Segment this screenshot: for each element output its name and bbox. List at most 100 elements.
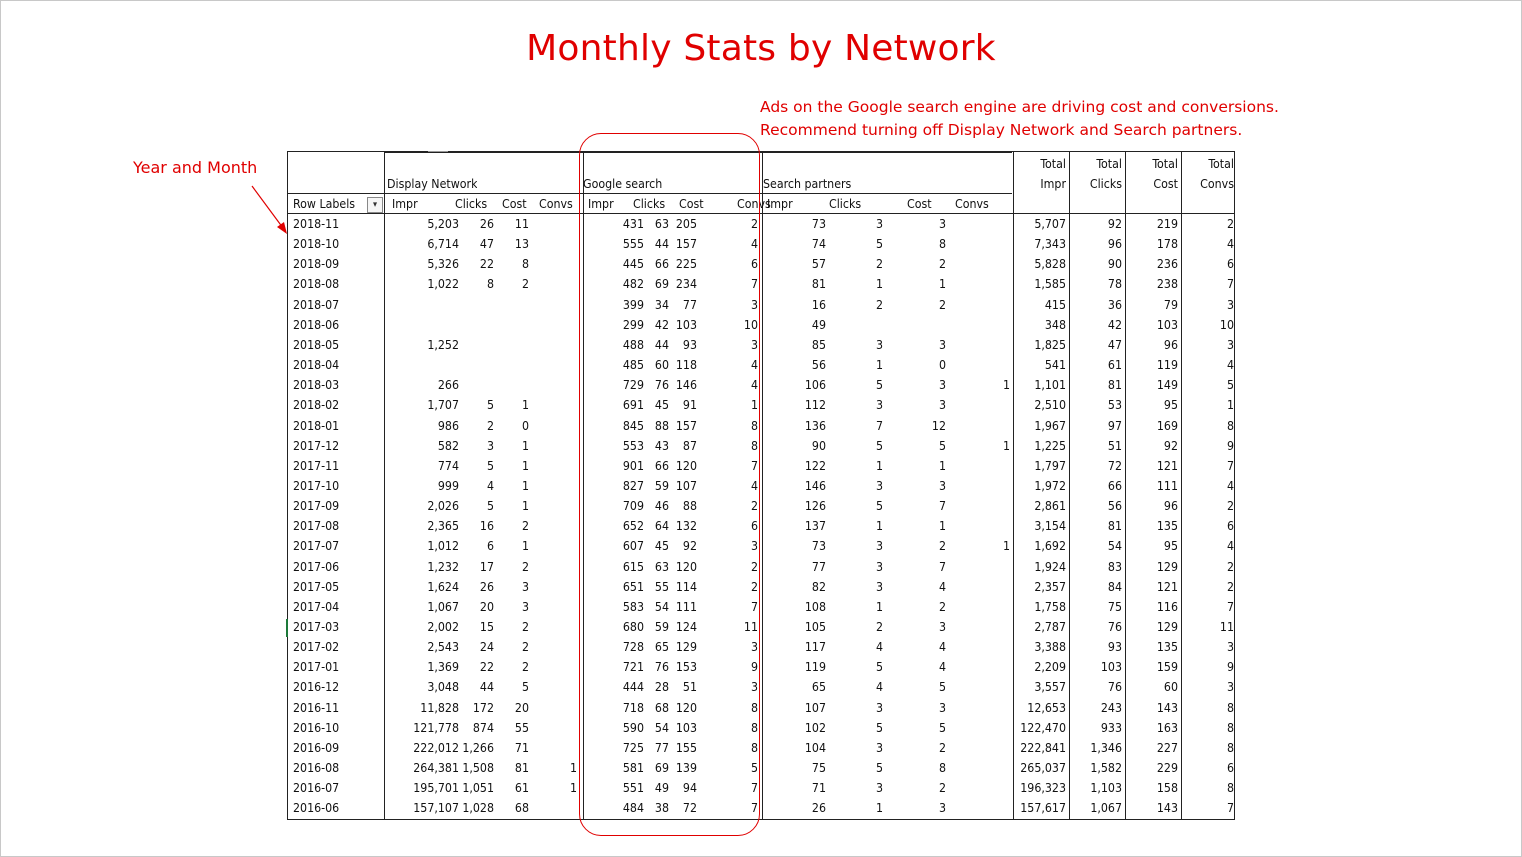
table-cell: 126 bbox=[804, 499, 826, 514]
table-cell: 1,624 bbox=[427, 579, 459, 594]
table-cell: 651 bbox=[622, 579, 644, 594]
grid-vline bbox=[1181, 152, 1182, 819]
table-cell: 103 bbox=[675, 720, 697, 735]
table-cell: 3 bbox=[875, 337, 883, 352]
table-cell: 1,967 bbox=[1034, 418, 1066, 433]
table-cell: 7 bbox=[1226, 599, 1234, 614]
table-cell: 1 bbox=[1002, 438, 1010, 453]
table-cell: 61 bbox=[514, 781, 529, 796]
table-cell: 415 bbox=[1044, 297, 1066, 312]
table-cell: 157 bbox=[675, 418, 697, 433]
table-cell: 5 bbox=[486, 398, 494, 413]
table-cell: 2 bbox=[1226, 499, 1234, 514]
table-cell: 1,232 bbox=[427, 559, 459, 574]
table-cell: 7 bbox=[1226, 277, 1234, 292]
table-cell: 51 bbox=[682, 680, 697, 695]
table-cell: 6 bbox=[750, 519, 758, 534]
table-cell: 95 bbox=[1163, 539, 1178, 554]
table-cell: 933 bbox=[1100, 720, 1122, 735]
table-cell: 83 bbox=[1107, 559, 1122, 574]
table-cell: 243 bbox=[1100, 700, 1122, 715]
table-cell: 120 bbox=[675, 700, 697, 715]
table-cell: 718 bbox=[622, 700, 644, 715]
table-cell: 3 bbox=[486, 438, 494, 453]
table-cell: 51 bbox=[1107, 438, 1122, 453]
table-cell: 5 bbox=[1226, 378, 1234, 393]
table-cell: 2 bbox=[1226, 579, 1234, 594]
sort-filter-icon[interactable]: ▾ bbox=[367, 197, 383, 213]
table-cell: 74 bbox=[811, 237, 826, 252]
table-cell: 129 bbox=[675, 640, 697, 655]
row-label: 2018-09 bbox=[293, 257, 340, 272]
table-cell: 3 bbox=[750, 539, 758, 554]
table-cell: 78 bbox=[1107, 277, 1122, 292]
table-cell: 1 bbox=[875, 801, 883, 816]
table-cell: 1,101 bbox=[1034, 378, 1066, 393]
table-cell: 399 bbox=[622, 297, 644, 312]
table-cell: 1 bbox=[521, 438, 529, 453]
table-cell: 691 bbox=[622, 398, 644, 413]
row-label: 2016-11 bbox=[293, 700, 340, 715]
table-cell: 3 bbox=[521, 579, 529, 594]
table-cell: 75 bbox=[811, 761, 826, 776]
table-cell: 92 bbox=[682, 539, 697, 554]
table-cell: 60 bbox=[1163, 680, 1178, 695]
row-label: 2017-02 bbox=[293, 640, 340, 655]
table-cell: 43 bbox=[654, 438, 669, 453]
table-cell: 583 bbox=[622, 599, 644, 614]
table-cell: 1 bbox=[521, 478, 529, 493]
table-cell: 265,037 bbox=[1020, 761, 1066, 776]
table-cell: 590 bbox=[622, 720, 644, 735]
table-cell: 8 bbox=[521, 257, 529, 272]
grid-vline bbox=[583, 152, 584, 819]
table-cell: 1 bbox=[569, 781, 577, 796]
table-cell: 2,209 bbox=[1034, 660, 1066, 675]
table-cell: 3 bbox=[750, 337, 758, 352]
row-label: 2018-11 bbox=[293, 217, 340, 231]
table-cell: 2 bbox=[938, 781, 946, 796]
table-cell: 135 bbox=[1156, 519, 1178, 534]
row-label: 2017-05 bbox=[293, 579, 340, 594]
table-cell: 92 bbox=[1163, 438, 1178, 453]
grid-hline bbox=[288, 213, 1234, 214]
table-cell: 3 bbox=[1226, 297, 1234, 312]
table-cell: 38 bbox=[654, 801, 669, 816]
table-cell: 2 bbox=[521, 519, 529, 534]
column-header: Clicks bbox=[455, 197, 488, 211]
table-cell: 3 bbox=[938, 801, 946, 816]
table-cell: 76 bbox=[1107, 620, 1122, 634]
table-cell: 132 bbox=[675, 519, 697, 534]
table-cell: 5 bbox=[938, 438, 946, 453]
table-cell: 26 bbox=[479, 217, 494, 231]
table-cell: 7 bbox=[750, 781, 758, 796]
table-cell: 1,924 bbox=[1034, 559, 1066, 574]
table-cell: 157,107 bbox=[413, 801, 459, 816]
table-cell: 2 bbox=[521, 277, 529, 292]
row-label: 2018-10 bbox=[293, 237, 340, 252]
table-cell: 4 bbox=[875, 640, 883, 655]
table-cell: 222,012 bbox=[413, 740, 459, 755]
table-cell: 774 bbox=[437, 458, 459, 473]
table-cell: 3,154 bbox=[1034, 519, 1066, 534]
table-cell: 4 bbox=[1226, 539, 1234, 554]
table-cell: 2 bbox=[1226, 217, 1234, 231]
table-cell: 112 bbox=[804, 398, 826, 413]
table-cell: 75 bbox=[1107, 599, 1122, 614]
table-cell: 874 bbox=[472, 720, 494, 735]
table-cell: 71 bbox=[514, 740, 529, 755]
table-cell: 63 bbox=[654, 217, 669, 231]
table-cell: 66 bbox=[654, 458, 669, 473]
table-cell: 3,048 bbox=[427, 680, 459, 695]
table-cell: 45 bbox=[654, 398, 669, 413]
table-cell: 88 bbox=[682, 499, 697, 514]
table-cell: 3 bbox=[1226, 640, 1234, 655]
table-cell: 1,266 bbox=[462, 740, 494, 755]
table-cell: 7 bbox=[750, 801, 758, 816]
column-header: Convs bbox=[737, 197, 771, 211]
table-cell: 1,508 bbox=[462, 761, 494, 776]
table-cell: 2 bbox=[938, 257, 946, 272]
table-cell: 264,381 bbox=[413, 761, 459, 776]
table-cell: 6 bbox=[1226, 761, 1234, 776]
table-cell: 77 bbox=[654, 740, 669, 755]
table-cell: 53 bbox=[1107, 398, 1122, 413]
